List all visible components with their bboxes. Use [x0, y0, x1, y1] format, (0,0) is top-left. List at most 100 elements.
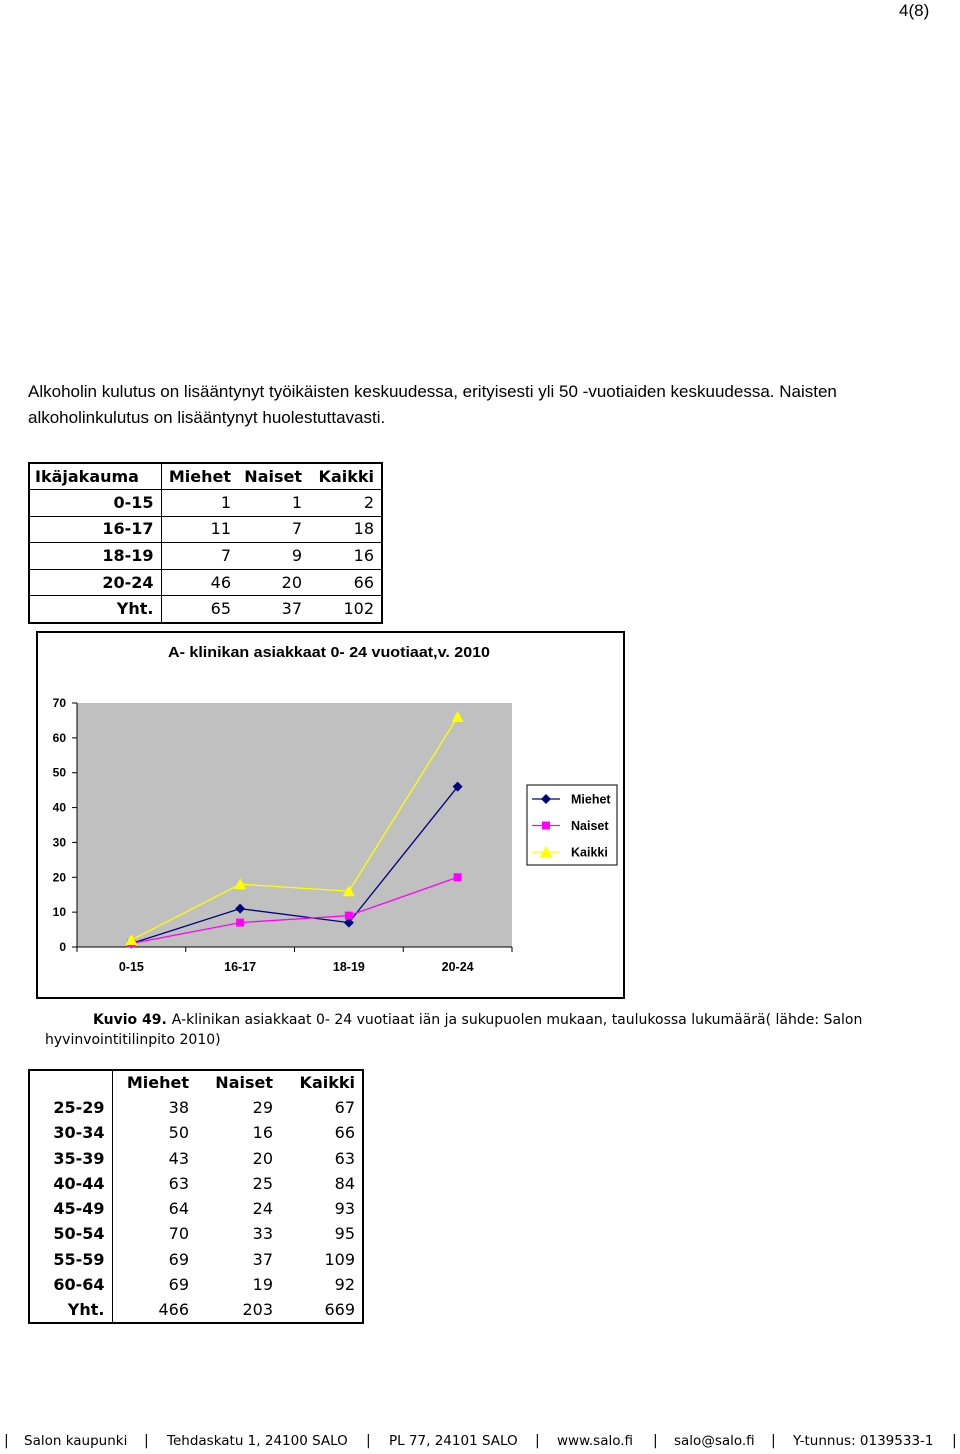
men-count-cell: 50 — [168, 1123, 189, 1143]
table-row: 40-44 63 25 84 — [29, 1171, 363, 1197]
x-tick-label: 0-15 — [119, 960, 144, 974]
figure-caption: Kuvio 49. A-klinikan asiakkaat 0- 24 vuot… — [45, 1010, 950, 1050]
footer-separator: | — [952, 1433, 957, 1449]
women-count-cell: 33 — [252, 1224, 273, 1244]
header-age-group: Ikäjakauma — [29, 463, 162, 491]
age-group-cell: 16-17 — [29, 516, 162, 544]
table-row: 45-49 64 24 93 — [29, 1196, 363, 1222]
data-point-naiset — [344, 911, 353, 920]
age-group-cell: 60-64 — [29, 1272, 113, 1298]
footer-separator: | — [653, 1433, 658, 1449]
women-count-cell: 19 — [252, 1275, 273, 1295]
x-tick-label: 16-17 — [224, 960, 256, 974]
data-point-naiset — [236, 918, 245, 927]
footer-separator: | — [535, 1433, 540, 1449]
women-count-cell: 203 — [242, 1299, 273, 1319]
header-men: Miehet — [161, 463, 238, 491]
women-count-cell: 25 — [252, 1173, 273, 1193]
data-point-miehet — [235, 903, 246, 914]
total-count-cell: 93 — [334, 1199, 355, 1219]
women-count-cell: 1 — [238, 489, 309, 517]
women-count-cell: 20 — [252, 1148, 273, 1168]
figure-caption-text: A-klinikan asiakkaat 0- 24 vuotiaat iän … — [45, 1012, 863, 1048]
x-tick-label: 20-24 — [442, 960, 474, 974]
men-count-cell: 63 — [168, 1173, 189, 1193]
total-count-cell: 66 — [309, 569, 382, 597]
table-total-row: Yht. 65 37 102 — [29, 595, 382, 624]
table-header-row: Ikäjakauma Miehet Naiset Kaikki — [29, 463, 382, 491]
footer-separator: | — [366, 1433, 371, 1449]
age-group-cell: 30-34 — [29, 1120, 113, 1146]
women-count-cell: 37 — [238, 595, 309, 624]
table-row: 60-64 69 19 92 — [29, 1272, 363, 1298]
total-count-cell: 16 — [309, 542, 382, 570]
series-line-naiset — [131, 876, 458, 945]
age-group-cell: 25-29 — [29, 1095, 113, 1121]
x-tick-label: 18-19 — [333, 960, 365, 974]
men-count-cell: 69 — [168, 1249, 189, 1269]
series-line-miehet — [131, 786, 459, 945]
legend-marker-miehet — [541, 794, 551, 804]
footer-postal-address: PL 77, 24101 SALO — [389, 1433, 518, 1449]
plot-area — [77, 703, 512, 947]
data-point-kaikki — [125, 934, 138, 946]
legend-label-kaikki: Kaikki — [571, 846, 608, 860]
header-total: Kaikki — [299, 1073, 355, 1093]
women-count-cell: 9 — [238, 542, 309, 570]
age-25-64-table: Miehet Naiset Kaikki 25-29 38 29 67 30-3… — [28, 1069, 364, 1324]
data-point-kaikki — [342, 885, 355, 897]
total-count-cell: 102 — [309, 595, 382, 624]
header-women: Naiset — [215, 1073, 273, 1093]
women-count-cell: 29 — [252, 1097, 273, 1117]
line-chart: A- klinikan asiakkaat 0- 24 vuotiaat,v. … — [53, 644, 618, 974]
table-row: 0-15 1 1 2 — [29, 489, 382, 517]
age-group-cell: 35-39 — [29, 1145, 113, 1172]
table-header-row: Miehet Naiset Kaikki — [29, 1070, 363, 1096]
men-count-cell: 70 — [168, 1224, 189, 1244]
table-row: 20-24 46 20 66 — [29, 569, 382, 597]
header-women: Naiset — [238, 463, 309, 491]
men-count-cell: 69 — [168, 1275, 189, 1295]
total-count-cell: 95 — [334, 1224, 355, 1244]
total-count-cell: 2 — [309, 489, 382, 517]
header-men: Miehet — [126, 1073, 189, 1093]
y-tick-label: 50 — [53, 766, 67, 780]
men-count-cell: 11 — [161, 516, 238, 544]
table-row: 18-19 7 9 16 — [29, 542, 382, 570]
y-tick-label: 30 — [53, 835, 67, 849]
total-count-cell: 18 — [309, 516, 382, 544]
data-point-naiset — [453, 873, 462, 882]
footer-email-link[interactable]: salo@salo.fi — [674, 1433, 755, 1449]
data-point-miehet — [343, 917, 354, 928]
chart-frame: A- klinikan asiakkaat 0- 24 vuotiaat,v. … — [36, 631, 625, 999]
age-0-24-table: Ikäjakauma Miehet Naiset Kaikki 0-15 1 1… — [28, 462, 383, 624]
y-tick-label: 40 — [53, 801, 67, 815]
women-count-cell: 37 — [252, 1249, 273, 1269]
total-label-cell: Yht. — [29, 1297, 113, 1323]
total-count-cell: 84 — [334, 1173, 355, 1193]
y-tick-label: 70 — [53, 696, 67, 710]
men-count-cell: 1 — [161, 489, 238, 517]
total-count-cell: 669 — [324, 1299, 355, 1319]
table-row: 30-34 50 16 66 — [29, 1120, 363, 1146]
men-count-cell: 7 — [161, 542, 238, 570]
table-row: 16-17 11 7 18 — [29, 516, 382, 544]
age-group-cell: 45-49 — [29, 1196, 113, 1222]
table-row: 25-29 38 29 67 — [29, 1095, 363, 1121]
age-group-cell: 18-19 — [29, 542, 162, 570]
total-count-cell: 63 — [334, 1148, 355, 1168]
men-count-cell: 64 — [168, 1199, 189, 1219]
men-count-cell: 38 — [168, 1097, 189, 1117]
footer-website-link[interactable]: www.salo.fi — [557, 1433, 634, 1449]
y-tick-label: 10 — [53, 905, 67, 919]
legend-label-naiset: Naiset — [571, 819, 609, 833]
legend-marker-kaikki — [540, 846, 552, 857]
men-count-cell: 46 — [161, 569, 238, 597]
age-group-cell: 0-15 — [29, 489, 162, 517]
footer-separator: | — [144, 1433, 149, 1449]
footer-separator: | — [4, 1433, 9, 1449]
intro-paragraph: Alkoholin kulutus on lisääntynyt työikäi… — [28, 382, 837, 427]
header-empty — [29, 1070, 113, 1096]
table-row: 35-39 43 20 63 — [29, 1145, 363, 1172]
